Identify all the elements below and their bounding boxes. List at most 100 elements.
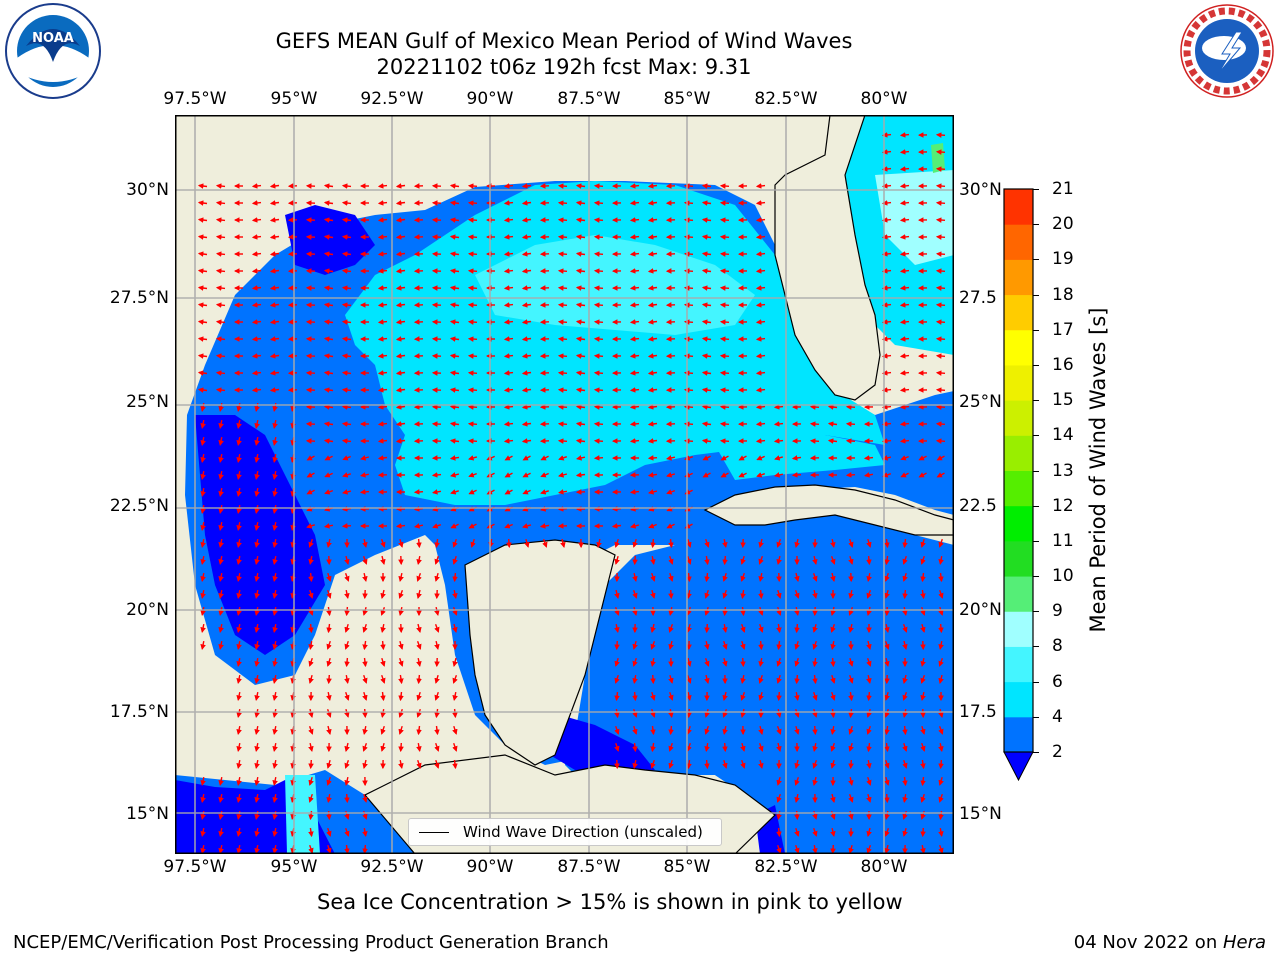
wind-wave-arrow	[575, 353, 586, 359]
wind-wave-arrow	[668, 675, 674, 684]
colorbar-tick-mark	[1033, 470, 1039, 472]
wind-wave-arrow	[215, 353, 226, 359]
wind-wave-arrow	[251, 353, 262, 359]
wind-wave-arrow	[884, 725, 890, 736]
wind-wave-arrow	[200, 572, 206, 582]
wind-wave-arrow	[200, 793, 206, 803]
wind-wave-arrow	[920, 606, 926, 616]
wind-wave-arrow	[200, 606, 206, 616]
wind-wave-arrow	[308, 538, 314, 548]
wind-wave-arrow	[254, 521, 260, 531]
wind-wave-arrow	[650, 691, 656, 701]
wind-wave-arrow	[614, 691, 620, 702]
wind-wave-arrow	[326, 691, 332, 701]
wind-wave-arrow	[272, 521, 278, 531]
wind-wave-arrow	[629, 319, 640, 325]
wind-wave-arrow	[774, 472, 784, 478]
title-line-2: 20221102 t06z 192h fcst Max: 9.31	[376, 55, 752, 79]
wind-wave-arrow	[200, 521, 206, 531]
wind-wave-arrow	[254, 419, 260, 429]
wind-wave-arrow	[647, 217, 658, 223]
wind-wave-arrow	[197, 217, 208, 223]
wind-wave-arrow	[323, 217, 334, 223]
wind-wave-arrow	[503, 387, 514, 393]
wind-wave-arrow	[306, 472, 315, 478]
wind-wave-arrow	[902, 572, 908, 582]
wind-wave-arrow	[935, 217, 946, 223]
wind-wave-arrow	[773, 438, 784, 444]
colorbar-tick: 4	[1052, 706, 1063, 727]
wind-wave-arrow	[395, 370, 406, 376]
wind-wave-arrow	[452, 606, 458, 616]
wind-wave-arrow	[647, 234, 658, 240]
wind-wave-arrow	[269, 251, 280, 257]
wind-wave-arrow	[558, 455, 568, 461]
wind-wave-arrow	[416, 623, 422, 633]
wind-wave-arrow	[341, 438, 352, 444]
wind-wave-arrow	[776, 844, 782, 854]
wind-wave-arrow	[593, 217, 604, 223]
wind-wave-arrow	[773, 404, 784, 410]
wind-wave-arrow	[323, 268, 334, 274]
wind-wave-arrow	[434, 691, 440, 701]
wind-wave-arrow	[398, 572, 404, 582]
wind-wave-arrow	[416, 725, 422, 736]
colorbar-tick-mark	[1033, 611, 1039, 613]
wind-wave-arrow	[251, 268, 262, 274]
wind-wave-arrow	[416, 708, 422, 718]
wind-wave-arrow	[557, 251, 568, 257]
wind-wave-arrow	[593, 438, 604, 444]
colorbar-tick-mark	[1033, 752, 1039, 753]
wind-wave-arrow	[776, 725, 782, 735]
wind-wave-arrow	[812, 742, 818, 752]
wind-wave-arrow	[450, 472, 460, 478]
wind-wave-arrow	[902, 674, 908, 684]
wind-wave-arrow	[380, 674, 386, 684]
wind-wave-arrow	[629, 387, 640, 393]
wind-wave-arrow	[740, 623, 746, 633]
wind-wave-arrow	[755, 387, 766, 393]
wind-wave-arrow	[254, 589, 260, 599]
wind-wave-arrow	[719, 200, 730, 206]
wind-wave-arrow	[323, 251, 334, 257]
wind-wave-arrow	[362, 538, 368, 548]
wind-wave-arrow	[272, 640, 278, 650]
colorbar-band	[1004, 189, 1033, 225]
wind-wave-arrow	[899, 438, 910, 444]
wind-wave-arrow	[650, 555, 656, 566]
wind-wave-arrow	[704, 606, 710, 616]
wind-wave-arrow	[434, 708, 440, 719]
wind-wave-arrow	[866, 759, 872, 770]
wind-wave-arrow	[920, 776, 926, 787]
wind-wave-arrow	[899, 217, 910, 223]
wind-wave-arrow	[614, 556, 620, 565]
wind-wave-arrow	[755, 183, 766, 189]
wind-wave-arrow	[521, 268, 532, 274]
wind-wave-arrow	[323, 200, 334, 206]
wind-wave-arrow	[467, 404, 478, 410]
wind-wave-arrow	[866, 827, 872, 837]
wind-wave-arrow	[251, 217, 262, 223]
wind-wave-arrow	[848, 658, 854, 667]
title-line-1: GEFS MEAN Gulf of Mexico Mean Period of …	[275, 29, 853, 53]
wind-wave-arrow	[686, 589, 692, 600]
wind-wave-arrow	[503, 302, 514, 308]
wind-wave-arrow	[938, 623, 944, 634]
wind-wave-arrow	[899, 319, 910, 325]
wind-wave-arrow	[452, 572, 458, 583]
wind-wave-arrow	[632, 708, 638, 718]
wind-wave-arrow	[449, 387, 460, 393]
wind-wave-arrow	[251, 183, 262, 189]
light-cyan-atlantic	[875, 170, 954, 265]
wind-wave-arrow	[740, 589, 746, 600]
wind-wave-arrow	[593, 336, 604, 342]
wind-wave-arrow	[344, 793, 350, 804]
wind-wave-arrow	[650, 708, 656, 718]
wind-wave-arrow	[395, 319, 406, 325]
wind-wave-arrow	[938, 640, 944, 650]
wind-wave-arrow	[197, 353, 208, 359]
wind-wave-arrow	[522, 523, 532, 529]
wind-wave-arrow	[719, 268, 730, 274]
wind-wave-arrow	[215, 302, 226, 308]
wind-wave-arrow	[521, 217, 532, 223]
